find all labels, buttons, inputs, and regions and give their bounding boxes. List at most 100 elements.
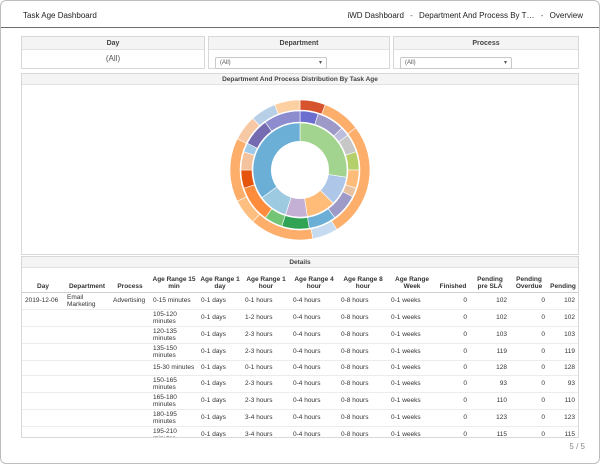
table-cell: 0-1 days: [198, 375, 242, 393]
table-cell: [110, 309, 150, 327]
department-select[interactable]: (All) ▾: [215, 57, 327, 69]
table-cell: 0: [510, 292, 548, 310]
sunburst-segment-middle-16[interactable]: [264, 110, 301, 132]
table-row[interactable]: 195-210 minutes 0-1 days 3-4 hours 0-4 hour…: [22, 426, 578, 437]
table-cell: 0-1 days: [198, 426, 242, 437]
table-row[interactable]: 165-180 minutes 0-1 days 2-3 hours 0-4 hour…: [22, 392, 578, 410]
column-header[interactable]: Pending: [548, 268, 578, 293]
table-cell: 0-4 hours: [290, 343, 338, 361]
column-header[interactable]: Age Range 1 hour: [242, 268, 290, 293]
table-cell: 103: [470, 326, 510, 344]
column-header[interactable]: Age Range Week: [388, 268, 436, 293]
table-cell: 0-4 hours: [290, 426, 338, 437]
table-row[interactable]: 105-120 minutes 0-1 days 1-2 hours 0-4 hour…: [22, 309, 578, 327]
table-cell: 0-1 weeks: [388, 309, 436, 327]
table-cell: [110, 326, 150, 344]
table-cell: [22, 409, 64, 427]
table-cell: [110, 343, 150, 361]
breadcrumb-item-iwd-dashboard[interactable]: iWD Dashboard: [347, 11, 404, 20]
chart-title: Department And Process Distribution By T…: [22, 74, 578, 85]
table-cell: [64, 426, 110, 437]
filter-day-value[interactable]: (All): [105, 54, 121, 63]
table-cell: [64, 409, 110, 427]
column-header[interactable]: Age Range 4 hour: [290, 268, 338, 293]
table-cell: 0: [436, 409, 470, 427]
table-cell: 2-3 hours: [242, 375, 290, 393]
table-row[interactable]: 135-150 minutes 0-1 days 2-3 hours 0-4 hour…: [22, 343, 578, 361]
table-row[interactable]: 120-135 minutes 0-1 days 2-3 hours 0-4 hour…: [22, 326, 578, 344]
table-cell: 0-4 hours: [290, 392, 338, 410]
details-panel: Details Day Department Process Age Range…: [21, 256, 579, 438]
table-cell: 93: [470, 375, 510, 393]
table-cell: 3-4 hours: [242, 426, 290, 437]
filter-process: Process (All) ▾: [393, 36, 579, 69]
process-select[interactable]: (All) ▾: [400, 57, 512, 69]
table-cell: 0-1 weeks: [388, 375, 436, 393]
column-header[interactable]: Age Range 15 min: [150, 268, 198, 293]
column-header[interactable]: Day: [22, 268, 64, 293]
table-cell: [110, 426, 150, 437]
table-cell: 0-1 days: [198, 309, 242, 327]
column-header[interactable]: Process: [110, 268, 150, 293]
table-cell: 0-1 days: [198, 409, 242, 427]
table-cell: 0: [436, 426, 470, 437]
table-cell: 0: [436, 326, 470, 344]
table-cell: 0-8 hours: [338, 343, 388, 361]
table-cell: 3-4 hours: [242, 409, 290, 427]
table-cell: 0: [436, 392, 470, 410]
sunburst-segment-middle-9[interactable]: [281, 215, 310, 230]
filter-day-label: Day: [22, 37, 204, 50]
table-cell: [64, 309, 110, 327]
table-cell: [22, 326, 64, 344]
details-table-body: 2019-12-06 Email Marketing Advertising 0-15…: [22, 292, 578, 437]
column-header[interactable]: Age Range 8 hour: [338, 268, 388, 293]
sunburst-segment-middle-4[interactable]: [345, 151, 360, 171]
process-select-value: (All): [405, 60, 416, 66]
table-cell: Email Marketing: [64, 292, 110, 310]
column-header[interactable]: Department: [64, 268, 110, 293]
table-row[interactable]: 150-165 minutes 0-1 days 2-3 hours 0-4 hour…: [22, 375, 578, 393]
table-cell: 0-8 hours: [338, 375, 388, 393]
table-cell: 0-8 hours: [338, 309, 388, 327]
table-cell: 0-1 weeks: [388, 409, 436, 427]
table-cell: [110, 409, 150, 427]
breadcrumb-item-overview[interactable]: Overview: [549, 11, 583, 20]
table-cell: 0-8 hours: [338, 409, 388, 427]
dashboard-title: Task Age Dashboard: [23, 11, 97, 20]
table-cell: 102: [470, 309, 510, 327]
table-cell: [22, 392, 64, 410]
table-cell: 0-8 hours: [338, 360, 388, 376]
table-cell: 0: [510, 309, 548, 327]
table-cell: 180-195 minutes: [150, 409, 198, 427]
table-cell: [22, 375, 64, 393]
table-cell: 0-4 hours: [290, 360, 338, 376]
table-cell: 102: [548, 309, 578, 327]
top-bar: Task Age Dashboard iWD Dashboard - Depar…: [1, 1, 599, 28]
filter-day[interactable]: Day (All): [21, 36, 205, 69]
table-cell: [22, 343, 64, 361]
table-row[interactable]: 15-30 minutes 0-1 days 0-1 hours 0-4 hours 0…: [22, 360, 578, 376]
table-row[interactable]: 2019-12-06 Email Marketing Advertising 0-15…: [22, 292, 578, 310]
column-header[interactable]: Pending Overdue: [510, 268, 548, 293]
column-header[interactable]: Age Range 1 day: [198, 268, 242, 293]
sunburst-segment-outer-9[interactable]: [274, 99, 301, 115]
breadcrumb-item-department-process[interactable]: Department And Process By T…: [419, 11, 535, 20]
table-cell: 119: [470, 343, 510, 361]
table-row[interactable]: 180-195 minutes 0-1 days 3-4 hours 0-4 hour…: [22, 409, 578, 427]
sunburst-segment-middle-12[interactable]: [240, 169, 255, 189]
breadcrumb: iWD Dashboard - Department And Process B…: [347, 11, 583, 20]
page-indicator: 5 / 5: [569, 442, 585, 451]
chevron-down-icon: ▾: [503, 60, 507, 66]
column-header[interactable]: Pending pre SLA: [470, 268, 510, 293]
column-header[interactable]: Finished: [436, 268, 470, 293]
table-cell: [64, 343, 110, 361]
distribution-chart-panel: Department And Process Distribution By T…: [21, 73, 579, 255]
table-cell: 0-4 hours: [290, 326, 338, 344]
table-cell: 0-1 weeks: [388, 360, 436, 376]
sunburst-chart[interactable]: [22, 85, 578, 255]
table-cell: 135-150 minutes: [150, 343, 198, 361]
table-cell: 119: [548, 343, 578, 361]
table-cell: 0: [510, 375, 548, 393]
table-cell: 0-1 days: [198, 392, 242, 410]
table-cell: 165-180 minutes: [150, 392, 198, 410]
